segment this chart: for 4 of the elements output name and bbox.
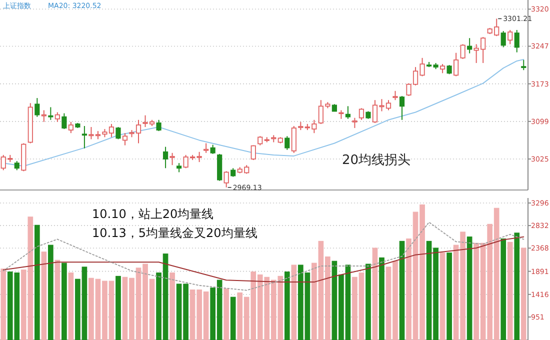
annotation: 10.10，站上20均量线: [92, 207, 214, 221]
annotation: 10.13，5均量线金叉20均量线: [92, 226, 258, 240]
line-series: [2, 222, 524, 291]
annotation: 20均线拐头: [342, 153, 411, 168]
